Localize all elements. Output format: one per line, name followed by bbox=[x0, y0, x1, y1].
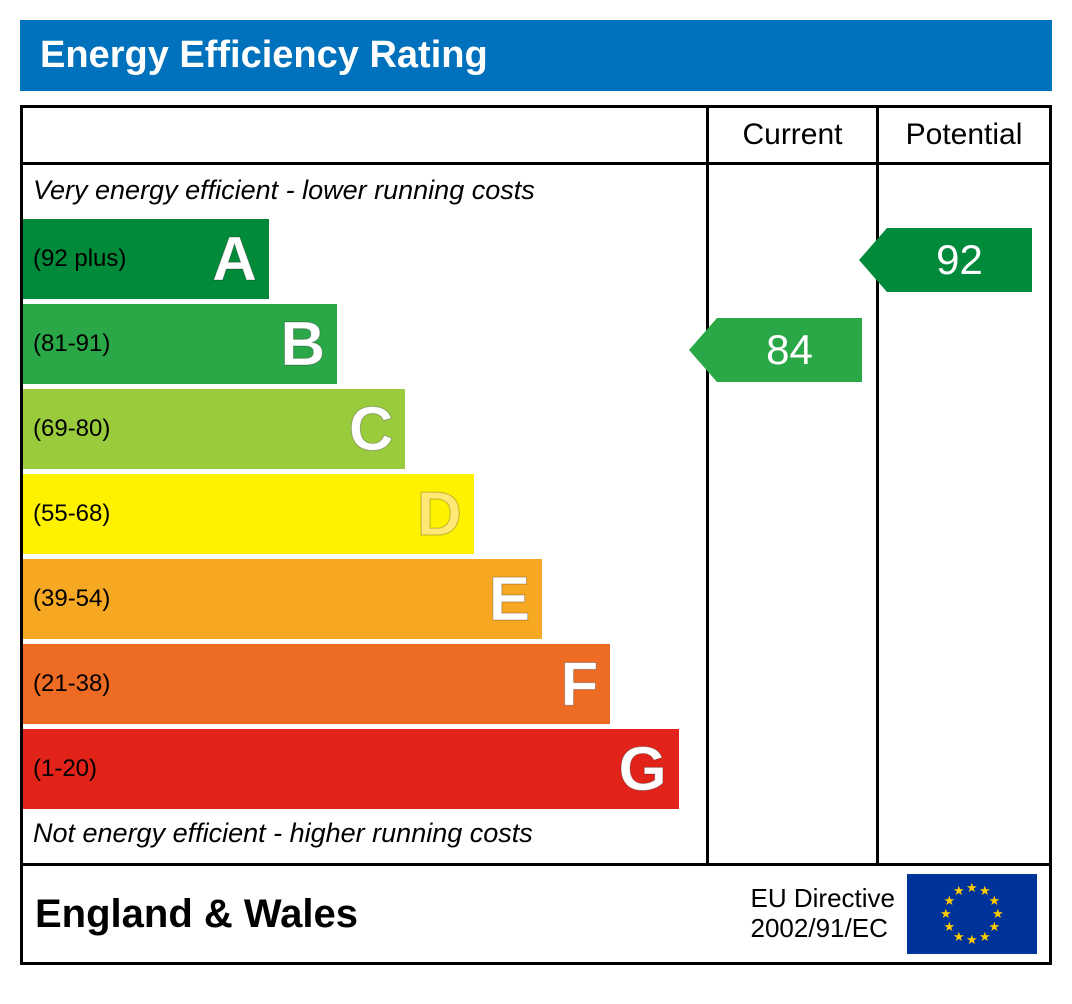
footer-region: England & Wales bbox=[35, 892, 751, 937]
header-spacer bbox=[23, 108, 709, 162]
rating-letter-g: G bbox=[618, 734, 666, 805]
directive-line1: EU Directive bbox=[751, 883, 895, 913]
column-potential: 92 bbox=[879, 165, 1049, 863]
rating-bar-g: (1-20) G bbox=[23, 729, 679, 809]
eu-star-icon: ★ bbox=[953, 883, 965, 899]
directive-line2: 2002/91/EC bbox=[751, 913, 888, 943]
rating-letter-f: F bbox=[561, 649, 599, 720]
bars-column: Very energy efficient - lower running co… bbox=[23, 165, 709, 863]
body-row: Very energy efficient - lower running co… bbox=[23, 165, 1049, 863]
rating-bar-d: (55-68) D bbox=[23, 474, 474, 554]
rating-range-a: (92 plus) bbox=[23, 245, 126, 273]
rating-letter-d: D bbox=[417, 479, 462, 550]
chart-box: Current Potential Very energy efficient … bbox=[20, 105, 1052, 965]
rating-letter-a: A bbox=[212, 224, 257, 295]
rating-letter-e: E bbox=[489, 564, 530, 635]
rating-range-b: (81-91) bbox=[23, 330, 110, 358]
eu-star-icon: ★ bbox=[966, 880, 978, 896]
eu-star-icon: ★ bbox=[966, 932, 978, 948]
rating-bar-b: (81-91) B bbox=[23, 304, 337, 384]
rating-range-d: (55-68) bbox=[23, 500, 110, 528]
rating-bar-f: (21-38) F bbox=[23, 644, 610, 724]
eu-star-icon: ★ bbox=[979, 929, 991, 945]
bars-host: (92 plus) A (81-91) B (69-80) C (55-68) D (39-54… bbox=[23, 219, 706, 809]
rating-bar-a: (92 plus) A bbox=[23, 219, 269, 299]
marker-potential: 92 bbox=[887, 228, 1032, 292]
rating-letter-c: C bbox=[349, 394, 394, 465]
epc-chart: Energy Efficiency Rating Current Potenti… bbox=[20, 20, 1052, 965]
column-header-potential: Potential bbox=[879, 108, 1049, 162]
caption-bottom: Not energy efficient - higher running co… bbox=[23, 814, 706, 857]
marker-current: 84 bbox=[717, 318, 862, 382]
title-bar: Energy Efficiency Rating bbox=[20, 20, 1052, 91]
footer-row: England & Wales EU Directive 2002/91/EC … bbox=[23, 863, 1049, 962]
column-header-current: Current bbox=[709, 108, 879, 162]
rating-range-f: (21-38) bbox=[23, 670, 110, 698]
rating-letter-b: B bbox=[280, 309, 325, 380]
rating-bar-c: (69-80) C bbox=[23, 389, 405, 469]
column-current: 84 bbox=[709, 165, 879, 863]
footer-directive: EU Directive 2002/91/EC bbox=[751, 884, 907, 944]
rating-range-g: (1-20) bbox=[23, 755, 97, 783]
rating-range-e: (39-54) bbox=[23, 585, 110, 613]
header-row: Current Potential bbox=[23, 108, 1049, 165]
caption-top: Very energy efficient - lower running co… bbox=[23, 171, 706, 214]
rating-bar-e: (39-54) E bbox=[23, 559, 542, 639]
chart-title: Energy Efficiency Rating bbox=[40, 34, 488, 76]
rating-range-c: (69-80) bbox=[23, 415, 110, 443]
eu-flag-icon: ★★★★★★★★★★★★ bbox=[907, 874, 1037, 954]
